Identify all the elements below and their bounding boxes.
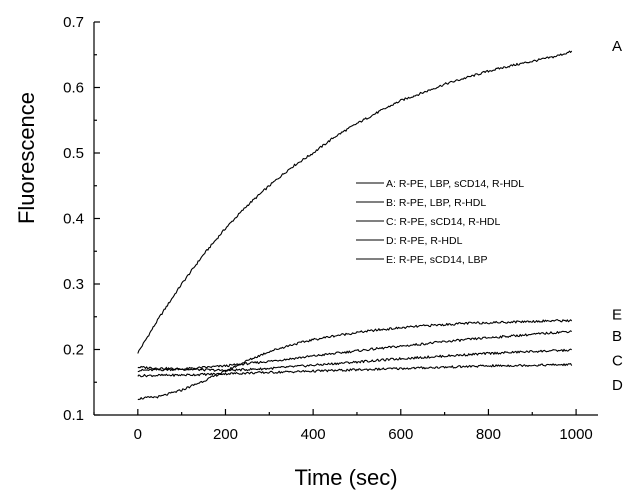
y-axis-title: Fluorescence bbox=[14, 92, 39, 224]
y-tick-label: 0.3 bbox=[63, 276, 84, 293]
series-line-e bbox=[137, 319, 573, 401]
x-tick-label: 0 bbox=[134, 426, 142, 443]
y-tick-label: 0.2 bbox=[63, 342, 84, 359]
series-line-b bbox=[137, 330, 573, 373]
series-line-a bbox=[137, 50, 573, 354]
curve-label-c: C bbox=[612, 352, 623, 369]
plot-frame bbox=[93, 22, 598, 416]
x-tick-label: 200 bbox=[213, 426, 238, 443]
y-tick-label: 0.5 bbox=[63, 145, 84, 162]
x-tick-label: 800 bbox=[476, 426, 501, 443]
y-tick-label: 0.4 bbox=[63, 211, 84, 228]
series-line-c bbox=[137, 348, 572, 373]
y-tick-label: 0.1 bbox=[63, 407, 84, 424]
y-tick-label: 0.7 bbox=[63, 14, 84, 31]
legend: A: R-PE, LBP, sCD14, R-HDL B: R-PE, LBP, … bbox=[356, 178, 524, 266]
legend-item: A: R-PE, LBP, sCD14, R-HDL bbox=[386, 178, 524, 190]
x-axis-title: Time (sec) bbox=[294, 465, 397, 490]
legend-item: C: R-PE, sCD14, R-HDL bbox=[386, 216, 501, 228]
curve-label-e: E bbox=[612, 306, 622, 323]
legend-item: E: R-PE, sCD14, LBP bbox=[386, 254, 488, 266]
x-tick-label: 400 bbox=[301, 426, 326, 443]
series-line-d bbox=[137, 363, 573, 378]
curve-label-d: D bbox=[612, 377, 623, 394]
legend-item: D: R-PE, R-HDL bbox=[386, 235, 463, 247]
curve-label-b: B bbox=[612, 328, 622, 345]
axis-ticks bbox=[93, 21, 577, 416]
data-series bbox=[137, 50, 573, 401]
legend-item: B: R-PE, LBP, R-HDL bbox=[386, 197, 486, 209]
y-tick-label: 0.6 bbox=[63, 80, 84, 97]
axis-tick-labels: 0.1 0.2 0.3 0.4 0.5 0.6 0.7 0 200 400 600 800 1000 bbox=[63, 14, 593, 443]
x-tick-label: 600 bbox=[388, 426, 413, 443]
curve-label-a: A bbox=[612, 38, 622, 55]
x-tick-label: 1000 bbox=[559, 426, 592, 443]
